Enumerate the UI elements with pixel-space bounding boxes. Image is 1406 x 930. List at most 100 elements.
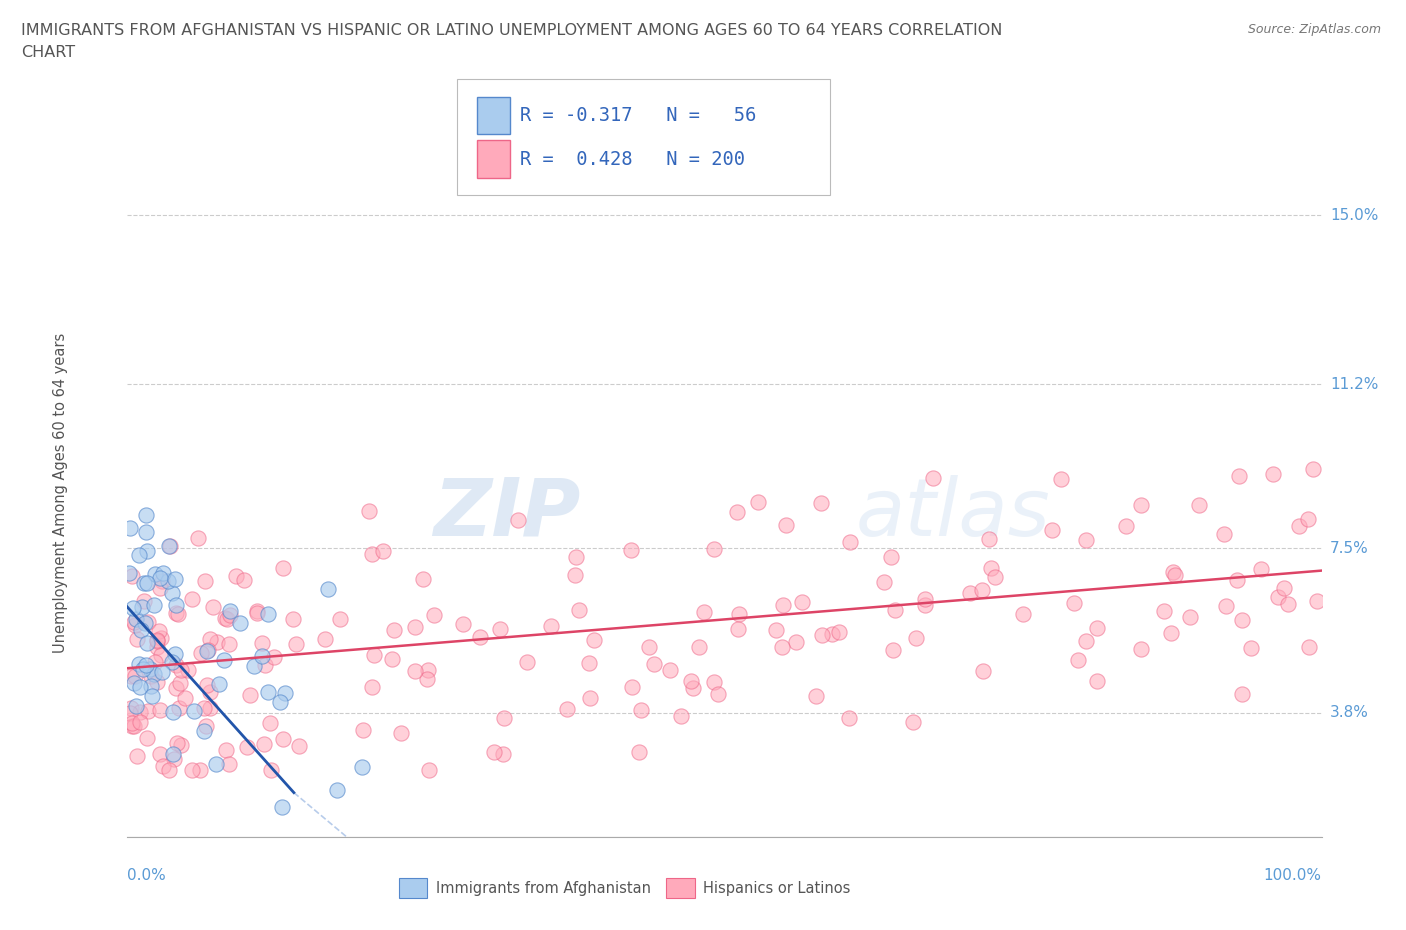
Point — [725, 504, 748, 519]
Point — [790, 594, 813, 609]
Point — [148, 623, 170, 638]
Point — [202, 599, 225, 614]
Point — [180, 763, 202, 777]
Point — [564, 567, 586, 582]
Point — [129, 680, 152, 695]
Point — [145, 640, 167, 655]
Point — [565, 550, 588, 565]
Point — [727, 607, 749, 622]
Point — [727, 622, 749, 637]
Text: 3.8%: 3.8% — [1330, 705, 1369, 720]
Point — [1129, 642, 1152, 657]
Point — [217, 612, 239, 627]
Text: 11.2%: 11.2% — [1330, 377, 1378, 392]
Point — [166, 736, 188, 751]
Point — [1288, 519, 1310, 534]
Point — [131, 599, 153, 614]
Point — [197, 643, 219, 658]
Point — [254, 658, 277, 672]
Point — [160, 586, 183, 601]
Point — [326, 782, 349, 797]
Point — [150, 647, 173, 662]
Point — [208, 677, 231, 692]
Text: 7.5%: 7.5% — [1330, 541, 1368, 556]
Point — [193, 700, 215, 715]
Text: Source: ZipAtlas.com: Source: ZipAtlas.com — [1247, 23, 1381, 36]
Point — [901, 715, 924, 730]
Point — [451, 617, 474, 631]
Point — [1298, 639, 1320, 654]
Point — [775, 518, 797, 533]
Text: Immigrants from Afghanistan: Immigrants from Afghanistan — [436, 881, 651, 896]
Point — [273, 561, 295, 576]
Point — [205, 756, 228, 771]
Point — [416, 671, 439, 686]
Point — [404, 664, 426, 679]
Point — [839, 534, 862, 549]
Point — [138, 615, 160, 630]
Point — [557, 701, 579, 716]
Point — [136, 543, 159, 558]
Point — [169, 676, 191, 691]
Point — [977, 531, 1000, 546]
Point — [360, 547, 382, 562]
Point — [838, 711, 860, 725]
Point — [1040, 523, 1063, 538]
Point — [1296, 512, 1319, 526]
Point — [134, 593, 156, 608]
Point — [257, 606, 280, 621]
Point — [194, 719, 217, 734]
Point — [980, 560, 1002, 575]
Point — [1188, 498, 1211, 512]
Point — [681, 673, 703, 688]
Point — [273, 686, 295, 701]
Point — [256, 684, 278, 699]
Point — [1085, 621, 1108, 636]
Point — [235, 739, 257, 754]
Point — [747, 495, 769, 510]
Point — [232, 573, 254, 588]
Point — [200, 684, 222, 699]
Point — [190, 645, 212, 660]
Point — [142, 598, 165, 613]
Point — [359, 504, 381, 519]
Point — [1011, 606, 1033, 621]
Point — [914, 598, 936, 613]
Point — [688, 639, 710, 654]
Point — [225, 568, 247, 583]
Point — [914, 591, 936, 606]
Point — [188, 763, 211, 777]
Point — [703, 542, 725, 557]
Point — [127, 749, 149, 764]
Point — [121, 715, 143, 730]
Point — [165, 658, 187, 672]
Point — [239, 687, 262, 702]
Point — [125, 632, 148, 647]
Point — [139, 669, 162, 684]
Point — [959, 586, 981, 601]
Point — [167, 700, 190, 715]
Point — [183, 704, 205, 719]
Point — [785, 634, 807, 649]
Point — [1049, 472, 1071, 486]
Point — [707, 687, 730, 702]
Point — [128, 657, 150, 671]
Point — [418, 763, 440, 777]
Point — [214, 610, 236, 625]
Point — [620, 542, 643, 557]
Point — [284, 636, 307, 651]
Point — [121, 718, 143, 733]
Point — [482, 745, 505, 760]
Point — [628, 745, 651, 760]
Point — [583, 632, 606, 647]
Point — [118, 521, 141, 536]
Text: IMMIGRANTS FROM AFGHANISTAN VS HISPANIC OR LATINO UNEMPLOYMENT AMONG AGES 60 TO : IMMIGRANTS FROM AFGHANISTAN VS HISPANIC … — [21, 23, 1002, 38]
Point — [1067, 652, 1090, 667]
Point — [219, 604, 242, 618]
Point — [643, 657, 665, 671]
Point — [1164, 567, 1187, 582]
Point — [135, 731, 157, 746]
Point — [1213, 526, 1236, 541]
Point — [181, 591, 204, 606]
Point — [772, 598, 794, 613]
